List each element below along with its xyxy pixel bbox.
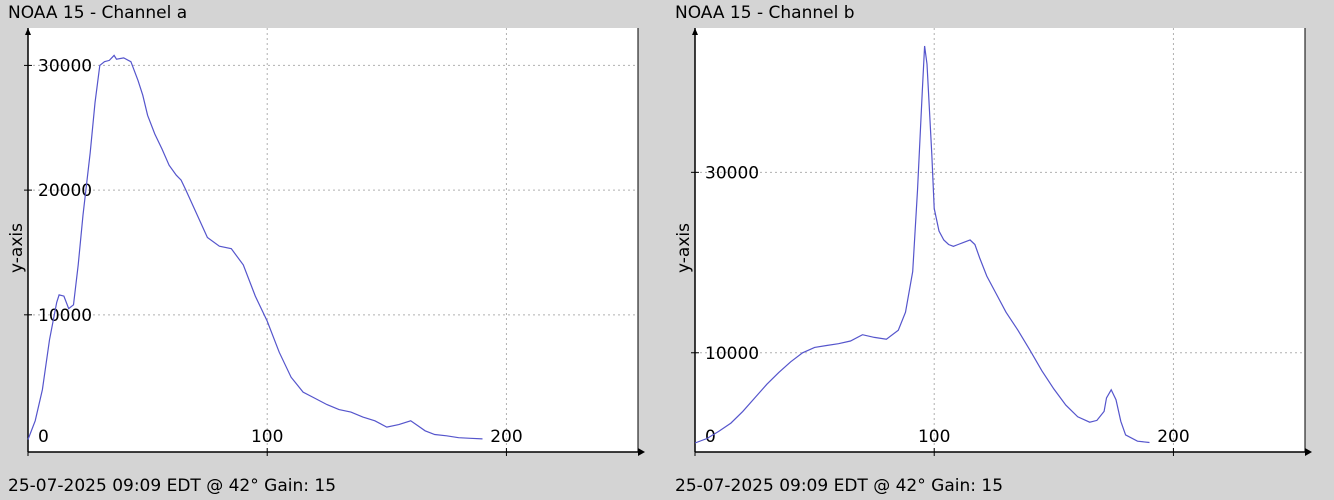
- y-axis-arrow: [692, 28, 698, 35]
- y-axis-arrow: [25, 28, 31, 35]
- chart-panel-channel-b: NOAA 15 - Channel b 0 100 200 10000 30000 y-a…: [667, 0, 1334, 500]
- x-tick-label: 200: [1157, 427, 1189, 447]
- chart-title: NOAA 15 - Channel b: [675, 3, 855, 23]
- chart-panel-channel-a: NOAA 15 - Channel a 0 100 200 10000 20000 300…: [7, 3, 645, 496]
- y-tick-label: 30000: [705, 163, 759, 183]
- series-line: [27, 54, 483, 440]
- chart-footer: 25-07-2025 09:09 EDT @ 42° Gain: 15: [8, 476, 337, 496]
- x-axis-arrow: [638, 448, 645, 456]
- y-tick-label: 20000: [38, 181, 92, 201]
- y-tick-label: 30000: [38, 56, 92, 76]
- chart-footer: 25-07-2025 09:09 EDT @ 42° Gain: 15: [675, 476, 1004, 496]
- chart-svg: 0 100 200 10000 20000 30000 y-axis: [7, 28, 645, 456]
- x-tick-label: 100: [918, 427, 950, 447]
- plot-area: [695, 28, 1305, 452]
- chart-title: NOAA 15 - Channel a: [8, 3, 188, 23]
- y-tick-label: 10000: [705, 344, 759, 364]
- x-tick-label: 0: [38, 427, 49, 447]
- x-tick-label: 200: [490, 427, 522, 447]
- y-axis-label: y-axis: [7, 223, 27, 273]
- y-tick-label: 10000: [38, 306, 92, 326]
- plot-area: [28, 28, 638, 452]
- series-line: [694, 45, 1150, 444]
- y-axis-label: y-axis: [674, 223, 694, 273]
- x-tick-label: 100: [251, 427, 283, 447]
- x-axis-arrow: [1305, 448, 1312, 456]
